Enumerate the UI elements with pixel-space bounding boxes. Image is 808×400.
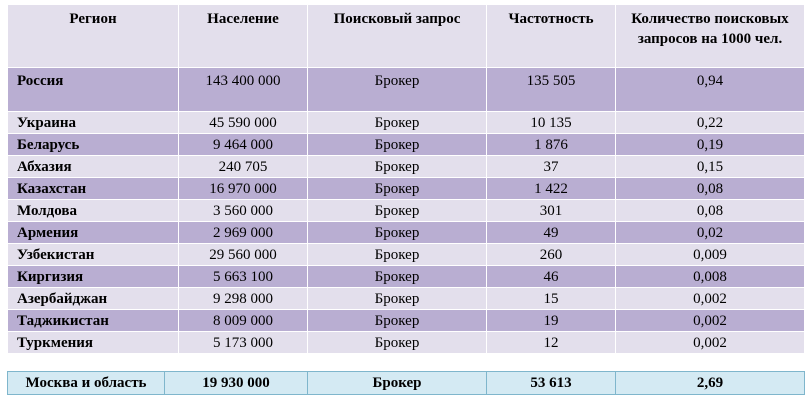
cell-region: Молдова <box>7 199 179 222</box>
summary-region: Москва и область <box>7 371 165 395</box>
cell-region: Таджикистан <box>7 309 179 332</box>
cell-frequency: 46 <box>486 265 616 288</box>
cell-rate: 0,08 <box>615 199 805 222</box>
cell-population: 29 560 000 <box>178 243 308 266</box>
summary-row: Москва и область 19 930 000 Брокер 53 61… <box>7 371 805 395</box>
table-row: Россия 143 400 000 Брокер 135 505 0,94 <box>7 67 805 112</box>
cell-region: Украина <box>7 111 179 134</box>
cell-region: Азербайджан <box>7 287 179 310</box>
cell-population: 9 464 000 <box>178 133 308 156</box>
cell-frequency: 49 <box>486 221 616 244</box>
summary-query: Брокер <box>307 371 487 395</box>
cell-frequency: 10 135 <box>486 111 616 134</box>
summary-frequency: 53 613 <box>486 371 616 395</box>
table-body: Россия 143 400 000 Брокер 135 505 0,94 Украин… <box>7 67 805 354</box>
table-row: Украина 45 590 000 Брокер 10 135 0,22 <box>7 111 805 134</box>
table-row: Узбекистан 29 560 000 Брокер 260 0,009 <box>7 243 805 266</box>
summary-population: 19 930 000 <box>164 371 308 395</box>
cell-rate: 0,009 <box>615 243 805 266</box>
cell-region: Абхазия <box>7 155 179 178</box>
cell-rate: 0,002 <box>615 287 805 310</box>
cell-rate: 0,02 <box>615 221 805 244</box>
header-query: Поисковый запрос <box>307 4 487 68</box>
cell-query: Брокер <box>307 67 487 112</box>
summary-rate: 2,69 <box>615 371 805 395</box>
cell-region: Узбекистан <box>7 243 179 266</box>
cell-rate: 0,008 <box>615 265 805 288</box>
cell-query: Брокер <box>307 155 487 178</box>
broker-query-table: Регион Население Поисковый запрос Частот… <box>7 4 805 354</box>
cell-population: 45 590 000 <box>178 111 308 134</box>
cell-region: Россия <box>7 67 179 112</box>
header-population: Население <box>178 4 308 68</box>
cell-population: 8 009 000 <box>178 309 308 332</box>
cell-population: 16 970 000 <box>178 177 308 200</box>
table-row: Молдова 3 560 000 Брокер 301 0,08 <box>7 199 805 222</box>
table-row: Беларусь 9 464 000 Брокер 1 876 0,19 <box>7 133 805 156</box>
header-frequency: Частотность <box>486 4 616 68</box>
cell-frequency: 12 <box>486 331 616 354</box>
table-row: Армения 2 969 000 Брокер 49 0,02 <box>7 221 805 244</box>
cell-query: Брокер <box>307 243 487 266</box>
cell-rate: 0,08 <box>615 177 805 200</box>
cell-frequency: 135 505 <box>486 67 616 112</box>
cell-population: 2 969 000 <box>178 221 308 244</box>
table-row: Киргизия 5 663 100 Брокер 46 0,008 <box>7 265 805 288</box>
cell-region: Киргизия <box>7 265 179 288</box>
cell-population: 3 560 000 <box>178 199 308 222</box>
cell-population: 240 705 <box>178 155 308 178</box>
cell-query: Брокер <box>307 177 487 200</box>
cell-region: Казахстан <box>7 177 179 200</box>
cell-query: Брокер <box>307 111 487 134</box>
cell-rate: 0,94 <box>615 67 805 112</box>
cell-rate: 0,19 <box>615 133 805 156</box>
cell-query: Брокер <box>307 199 487 222</box>
table-header-row: Регион Население Поисковый запрос Частот… <box>7 4 805 68</box>
cell-rate: 0,22 <box>615 111 805 134</box>
cell-rate: 0,15 <box>615 155 805 178</box>
cell-query: Брокер <box>307 265 487 288</box>
cell-population: 5 663 100 <box>178 265 308 288</box>
cell-population: 9 298 000 <box>178 287 308 310</box>
header-region: Регион <box>7 4 179 68</box>
header-rate: Количество поисковых запросов на 1000 че… <box>615 4 805 68</box>
cell-region: Армения <box>7 221 179 244</box>
cell-query: Брокер <box>307 287 487 310</box>
cell-rate: 0,002 <box>615 309 805 332</box>
cell-region: Беларусь <box>7 133 179 156</box>
table-row: Туркмения 5 173 000 Брокер 12 0,002 <box>7 331 805 354</box>
cell-frequency: 37 <box>486 155 616 178</box>
cell-frequency: 260 <box>486 243 616 266</box>
summary-table: Москва и область 19 930 000 Брокер 53 61… <box>7 371 805 395</box>
cell-frequency: 19 <box>486 309 616 332</box>
cell-query: Брокер <box>307 309 487 332</box>
cell-query: Брокер <box>307 331 487 354</box>
cell-frequency: 301 <box>486 199 616 222</box>
cell-query: Брокер <box>307 221 487 244</box>
cell-rate: 0,002 <box>615 331 805 354</box>
table-row: Абхазия 240 705 Брокер 37 0,15 <box>7 155 805 178</box>
cell-query: Брокер <box>307 133 487 156</box>
cell-frequency: 1 876 <box>486 133 616 156</box>
table-row: Азербайджан 9 298 000 Брокер 15 0,002 <box>7 287 805 310</box>
table-row: Казахстан 16 970 000 Брокер 1 422 0,08 <box>7 177 805 200</box>
cell-region: Туркмения <box>7 331 179 354</box>
cell-frequency: 1 422 <box>486 177 616 200</box>
cell-population: 5 173 000 <box>178 331 308 354</box>
cell-frequency: 15 <box>486 287 616 310</box>
table-row: Таджикистан 8 009 000 Брокер 19 0,002 <box>7 309 805 332</box>
cell-population: 143 400 000 <box>178 67 308 112</box>
